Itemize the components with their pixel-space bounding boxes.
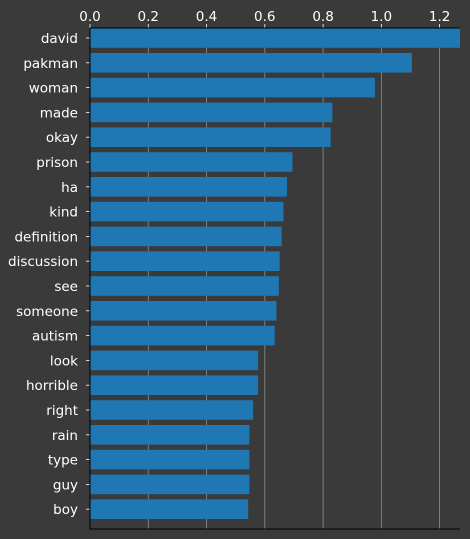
bar-ha bbox=[90, 177, 287, 197]
bar-definition bbox=[90, 226, 282, 247]
bars bbox=[90, 28, 460, 519]
x-tick-label: 1.0 bbox=[371, 9, 392, 25]
category-label-type: type bbox=[48, 453, 78, 469]
category-label-david: david bbox=[41, 31, 78, 47]
category-label-discussion: discussion bbox=[8, 254, 78, 270]
bar-boy bbox=[90, 499, 249, 519]
category-label-prison: prison bbox=[36, 155, 78, 171]
category-label-see: see bbox=[54, 279, 78, 295]
category-label-definition: definition bbox=[14, 229, 78, 245]
bar-kind bbox=[90, 201, 284, 222]
x-tick-label: 0.6 bbox=[254, 9, 275, 25]
bar-discussion bbox=[90, 251, 280, 271]
bar-horrible bbox=[90, 375, 259, 395]
category-label-look: look bbox=[50, 353, 78, 369]
category-label-made: made bbox=[40, 105, 78, 121]
category-label-woman: woman bbox=[29, 81, 78, 97]
category-label-rain: rain bbox=[52, 428, 78, 444]
category-label-pakman: pakman bbox=[23, 56, 78, 72]
bar-see bbox=[90, 276, 279, 296]
category-label-someone: someone bbox=[16, 304, 78, 320]
bar-autism bbox=[90, 325, 275, 346]
x-tick-label: 0.8 bbox=[312, 9, 333, 25]
category-label-kind: kind bbox=[49, 205, 78, 221]
bar-okay bbox=[90, 127, 331, 147]
bar-someone bbox=[90, 301, 277, 321]
bar-woman bbox=[90, 77, 375, 98]
bar-look bbox=[90, 350, 259, 371]
x-axis-ticks: 0.0 0.2 0.4 0.6 0.8 1.0 1.2 bbox=[79, 9, 450, 28]
bar-made bbox=[90, 102, 333, 123]
bar-type bbox=[90, 449, 250, 470]
category-label-okay: okay bbox=[46, 130, 78, 146]
bar-pakman bbox=[90, 53, 412, 73]
x-tick-label: 0.0 bbox=[79, 9, 100, 25]
bar-guy bbox=[90, 474, 250, 495]
y-axis-categories: david pakman woman made okay prison ha kind defi… bbox=[8, 31, 90, 518]
bar-rain bbox=[90, 425, 250, 445]
category-label-horrible: horrible bbox=[26, 378, 78, 394]
category-label-autism: autism bbox=[32, 329, 78, 345]
bar-prison bbox=[90, 152, 293, 172]
bar-david bbox=[90, 28, 460, 48]
category-label-right: right bbox=[46, 403, 78, 419]
x-tick-label: 0.4 bbox=[196, 9, 217, 25]
category-label-guy: guy bbox=[53, 477, 78, 493]
x-tick-label: 1.2 bbox=[429, 9, 450, 25]
x-tick-label: 0.2 bbox=[138, 9, 159, 25]
category-label-ha: ha bbox=[61, 180, 78, 196]
category-label-boy: boy bbox=[53, 502, 78, 518]
bar-right bbox=[90, 400, 254, 420]
axes-frame bbox=[89, 27, 460, 530]
